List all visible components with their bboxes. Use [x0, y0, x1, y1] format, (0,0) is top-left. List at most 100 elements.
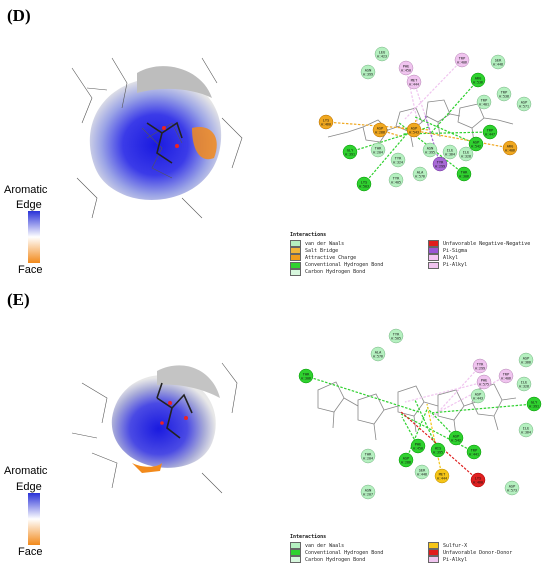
residue-name: ALA — [375, 351, 382, 355]
residue-circle — [412, 166, 428, 182]
residue-name: TYR — [395, 157, 402, 161]
residue-circle — [454, 52, 470, 68]
residue-id: A:364 — [521, 431, 531, 435]
residue-circle — [516, 96, 532, 112]
scale-bottom-e: Face — [18, 546, 43, 558]
interaction-line — [414, 116, 477, 145]
residue-name: TYR — [393, 333, 400, 337]
residue-id: A:542 — [471, 145, 481, 149]
residue-name: LYS — [361, 181, 368, 185]
legend-item: van der Waals — [290, 542, 344, 549]
residue-name: ASP — [453, 435, 460, 439]
residue-id: A:573 — [507, 489, 517, 493]
residue-circle — [476, 94, 492, 110]
molecular-surface-render-d — [71, 57, 243, 219]
interaction-line — [429, 403, 535, 414]
residue-id: A:448 — [417, 473, 427, 477]
residue-name: PHE — [415, 443, 422, 447]
residue-id: A:406 — [501, 377, 511, 381]
interaction-line — [413, 81, 433, 137]
residue-circle — [472, 358, 488, 374]
legend-swatch — [428, 247, 439, 255]
residue-name: THR — [461, 171, 468, 175]
legend-item: Unfavorable Donor-Donor — [428, 549, 512, 557]
residue-id: A:288 — [375, 131, 385, 135]
residue-name: ASP — [403, 457, 410, 461]
residue-name: GLY — [347, 149, 354, 153]
residue-circle — [360, 448, 376, 464]
residue-circle — [476, 374, 492, 390]
residue-circle — [388, 172, 404, 188]
interaction-line — [404, 381, 485, 403]
legend-item: Attractive Charge — [290, 254, 356, 262]
interaction-line — [426, 403, 443, 477]
residue-name: ASP — [473, 141, 480, 145]
legend-label: Pi-Alkyl — [443, 556, 468, 563]
residue-name: ASN — [365, 69, 372, 73]
legend-label: Sulfur-X — [443, 542, 468, 549]
legend-item: Alkyl — [428, 254, 458, 262]
residue-id: A:576 — [415, 175, 425, 179]
legend-label: Pi-Alkyl — [443, 262, 468, 269]
residue-id: A:444 — [437, 477, 447, 481]
residue-id: A:460 — [321, 123, 331, 127]
legend-label: Salt Bridge — [305, 247, 339, 254]
residue-circle — [430, 442, 446, 458]
residue-name: ILE — [521, 381, 528, 385]
residue-name: ASN — [365, 489, 372, 493]
interaction-line — [430, 79, 479, 134]
residue-name: SER — [419, 469, 426, 473]
residue-name: TRP — [487, 129, 494, 133]
residue-circle — [370, 346, 386, 362]
residue-id: A:571 — [519, 105, 529, 109]
scale-bottom-d: Face — [18, 264, 43, 276]
residue-id: A:395 — [425, 151, 435, 155]
residue-circle — [374, 46, 390, 62]
residue-id: A:204 — [373, 151, 383, 155]
residue-id: A:391 — [345, 153, 355, 157]
legend-label: van der Waals — [305, 240, 345, 247]
residue-circle — [516, 376, 532, 392]
residue-name: ASN — [427, 147, 434, 151]
residue-name: THR — [375, 147, 382, 151]
residue-circle — [518, 422, 534, 438]
interaction-line — [404, 59, 463, 120]
legend-item: Unfavorable Negative-Negative — [428, 240, 530, 247]
residue-circle — [360, 484, 376, 500]
residue-circle — [406, 122, 422, 138]
residue-id: A:503 — [359, 185, 369, 189]
residue-id: A:505 — [391, 337, 401, 341]
legend-swatch — [428, 261, 439, 269]
residue-id: A:391 — [529, 405, 539, 409]
residue-name: ILE — [463, 151, 470, 155]
legend-swatch — [428, 542, 439, 549]
residue-circle — [482, 124, 498, 140]
legend-label: van der Waals — [305, 542, 345, 549]
legend-swatch — [428, 549, 439, 557]
residue-circle — [360, 64, 376, 80]
residue-id: A:299 — [435, 165, 445, 169]
residue-name: PHE — [481, 379, 488, 383]
residue-circle — [406, 74, 422, 90]
residue-circle — [414, 464, 430, 480]
residue-name: TRP — [501, 91, 508, 95]
residue-circle — [370, 142, 386, 158]
residue-id: A:423 — [377, 55, 387, 59]
